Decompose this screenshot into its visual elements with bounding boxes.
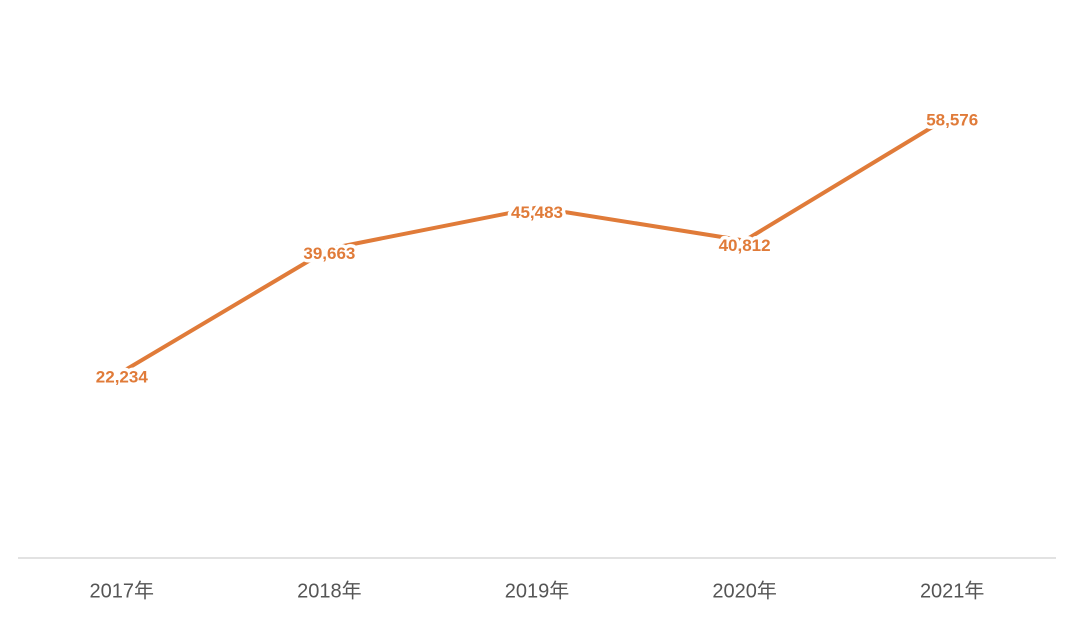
x-tick-label: 2017年 [90, 579, 155, 602]
line [120, 113, 954, 374]
value-label: 58,576 [926, 110, 978, 129]
value-label: 22,234 [96, 367, 149, 386]
value-label: 45,483 [511, 203, 563, 222]
value-label: 40,812 [719, 236, 771, 255]
x-tick-label: 2020年 [712, 579, 777, 602]
x-tick-label: 2019年 [505, 579, 570, 602]
value-label: 39,663 [303, 244, 355, 263]
x-tick-label: 2021年 [920, 579, 985, 602]
x-tick-label: 2018年 [297, 579, 362, 602]
